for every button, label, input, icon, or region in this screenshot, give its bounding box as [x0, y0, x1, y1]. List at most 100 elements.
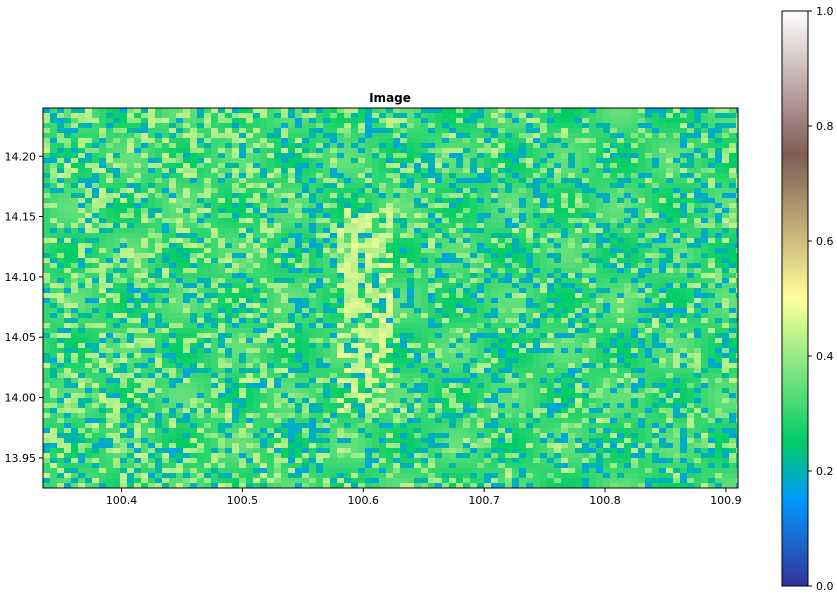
- raster-cell: [134, 343, 142, 349]
- raster-cell: [155, 293, 163, 299]
- raster-cell: [666, 318, 674, 324]
- raster-cell: [71, 208, 79, 214]
- raster-cell: [323, 108, 331, 114]
- raster-cell: [666, 138, 674, 144]
- raster-cell: [57, 203, 65, 209]
- raster-cell: [582, 158, 590, 164]
- raster-cell: [582, 193, 590, 199]
- raster-cell: [288, 108, 296, 114]
- raster-cell: [141, 153, 149, 159]
- raster-cell: [631, 158, 639, 164]
- raster-cell: [645, 303, 653, 309]
- raster-cell: [393, 303, 401, 309]
- raster-cell: [344, 273, 352, 279]
- raster-cell: [358, 318, 366, 324]
- raster-cell: [218, 278, 226, 284]
- raster-cell: [148, 238, 156, 244]
- raster-cell: [603, 353, 611, 359]
- raster-cell: [120, 288, 128, 294]
- raster-cell: [477, 333, 485, 339]
- raster-cell: [148, 263, 156, 269]
- raster-cell: [701, 343, 709, 349]
- raster-cell: [162, 193, 170, 199]
- raster-cell: [190, 113, 198, 119]
- raster-cell: [673, 203, 681, 209]
- raster-cell: [568, 263, 576, 269]
- raster-cell: [372, 108, 380, 114]
- raster-cell: [589, 268, 597, 274]
- raster-cell: [92, 183, 100, 189]
- raster-cell: [673, 153, 681, 159]
- raster-cell: [358, 118, 366, 124]
- raster-cell: [589, 338, 597, 344]
- raster-cell: [337, 108, 345, 114]
- raster-cell: [435, 168, 443, 174]
- raster-cell: [113, 303, 121, 309]
- raster-cell: [99, 258, 107, 264]
- raster-cell: [50, 168, 58, 174]
- raster-cell: [617, 178, 625, 184]
- raster-cell: [197, 118, 205, 124]
- raster-cell: [463, 108, 471, 114]
- raster-cell: [596, 168, 604, 174]
- raster-cell: [400, 183, 408, 189]
- raster-cell: [43, 343, 51, 349]
- raster-cell: [246, 253, 254, 259]
- raster-cell: [218, 158, 226, 164]
- raster-cell: [309, 258, 317, 264]
- raster-cell: [141, 253, 149, 259]
- raster-cell: [533, 258, 541, 264]
- raster-cell: [470, 188, 478, 194]
- raster-cell: [302, 308, 310, 314]
- raster-cell: [330, 333, 338, 339]
- raster-cell: [715, 268, 723, 274]
- raster-cell: [169, 318, 177, 324]
- raster-cell: [547, 243, 555, 249]
- raster-cell: [141, 238, 149, 244]
- raster-cell: [673, 163, 681, 169]
- raster-cell: [652, 173, 660, 179]
- raster-cell: [155, 163, 163, 169]
- raster-cell: [449, 168, 457, 174]
- raster-cell: [113, 178, 121, 184]
- raster-cell: [316, 113, 324, 119]
- raster-cell: [652, 278, 660, 284]
- raster-cell: [638, 353, 646, 359]
- raster-cell: [449, 283, 457, 289]
- raster-cell: [638, 188, 646, 194]
- raster-cell: [575, 333, 583, 339]
- raster-cell: [232, 138, 240, 144]
- raster-cell: [204, 183, 212, 189]
- raster-cell: [470, 278, 478, 284]
- raster-cell: [526, 183, 534, 189]
- raster-cell: [463, 273, 471, 279]
- raster-cell: [442, 128, 450, 134]
- raster-cell: [456, 178, 464, 184]
- raster-cell: [414, 153, 422, 159]
- raster-cell: [190, 333, 198, 339]
- raster-cell: [323, 268, 331, 274]
- raster-cell: [92, 233, 100, 239]
- raster-cell: [246, 143, 254, 149]
- raster-cell: [512, 288, 520, 294]
- raster-cell: [190, 328, 198, 334]
- raster-cell: [50, 263, 58, 269]
- raster-cell: [239, 228, 247, 234]
- raster-cell: [575, 293, 583, 299]
- raster-cell: [127, 193, 135, 199]
- raster-cell: [330, 233, 338, 239]
- raster-cell: [561, 148, 569, 154]
- raster-cell: [302, 263, 310, 269]
- raster-cell: [351, 233, 359, 239]
- raster-cell: [533, 238, 541, 244]
- raster-cell: [176, 163, 184, 169]
- raster-cell: [421, 123, 429, 129]
- raster-cell: [491, 218, 499, 224]
- raster-cell: [92, 338, 100, 344]
- raster-cell: [533, 198, 541, 204]
- raster-cell: [372, 203, 380, 209]
- raster-cell: [582, 283, 590, 289]
- raster-cell: [365, 198, 373, 204]
- raster-cell: [134, 158, 142, 164]
- raster-cell: [225, 193, 233, 199]
